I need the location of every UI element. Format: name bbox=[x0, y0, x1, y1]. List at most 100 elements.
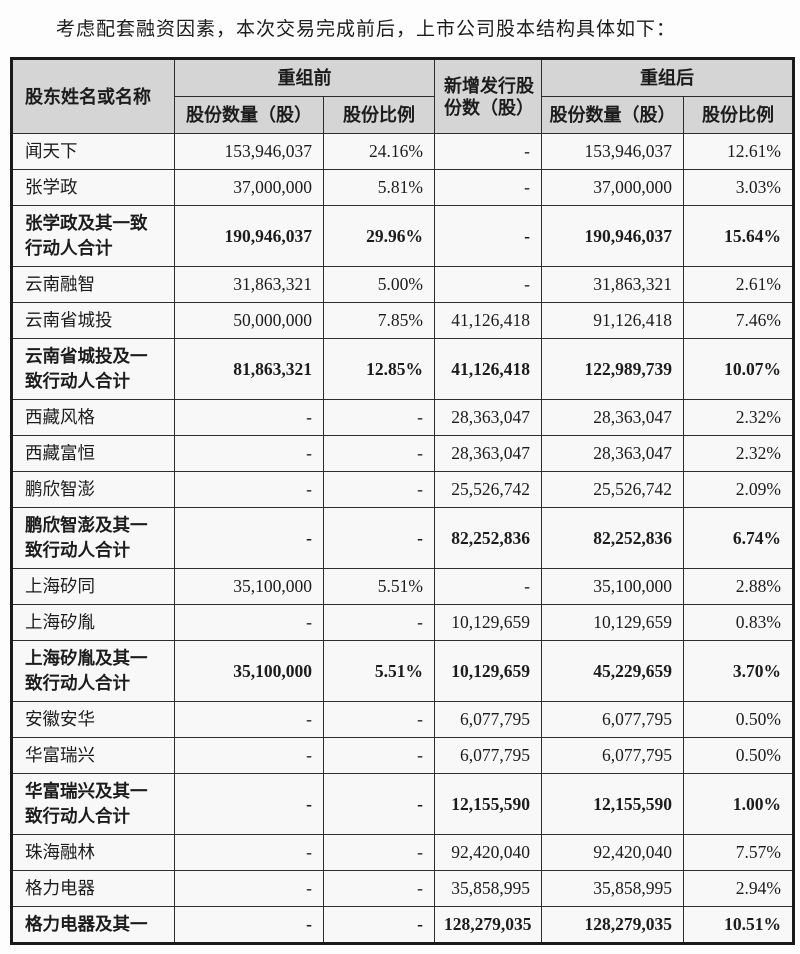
after-shares-cell: 122,989,739 bbox=[541, 338, 684, 400]
header-before-share-ratio: 股份比例 bbox=[323, 96, 435, 134]
before-shares-cell: - bbox=[174, 507, 324, 569]
before-ratio-cell: - bbox=[323, 737, 435, 774]
header-row-sub: 股份数量（股） 股份比例 股份数量（股） 股份比例 bbox=[12, 96, 794, 134]
header-before-reorg: 重组前 bbox=[174, 58, 435, 97]
before-ratio-cell: 24.16% bbox=[323, 133, 435, 170]
table-row: 格力电器 - -35,858,995 35,858,995 2.94% bbox=[11, 870, 794, 907]
new-shares-cell: 128,279,035 bbox=[434, 906, 542, 944]
after-shares-cell: 31,863,321 bbox=[541, 266, 684, 303]
shareholder-name-cell: 安徽安华 bbox=[11, 701, 175, 738]
table-row: 上海矽胤及其一 致行动人合计 35,100,000 5.51% 10,129,659 4… bbox=[11, 640, 794, 702]
share-structure-table: 股东姓名或名称 重组前 新增发行股 份数（股） 重组后 股份数量（股） 股份比例… bbox=[10, 57, 795, 945]
new-shares-cell: 6,077,795 bbox=[434, 737, 542, 774]
header-before-share-count: 股份数量（股） bbox=[174, 96, 324, 134]
after-shares-cell: 28,363,047 bbox=[541, 435, 684, 472]
shareholder-name-cell: 云南省城投 bbox=[11, 302, 175, 339]
after-shares-cell: 128,279,035 bbox=[541, 906, 684, 944]
before-shares-cell: 35,100,000 bbox=[174, 640, 324, 702]
after-shares-cell: 10,129,659 bbox=[541, 604, 684, 641]
shareholder-name-cell: 上海矽同 bbox=[11, 568, 175, 605]
new-shares-cell: 28,363,047 bbox=[434, 435, 542, 472]
shareholder-name-cell: 云南融智 bbox=[11, 266, 175, 303]
new-shares-cell: 25,526,742 bbox=[434, 471, 542, 508]
before-ratio-cell: - bbox=[323, 701, 435, 738]
after-ratio-cell: 7.57% bbox=[683, 834, 794, 871]
before-ratio-cell: - bbox=[323, 471, 435, 508]
new-shares-cell: - bbox=[434, 205, 542, 267]
before-shares-cell: 35,100,000 bbox=[174, 568, 324, 605]
table-row: 格力电器及其一 - -128,279,035 128,279,035 10.51% bbox=[11, 906, 794, 944]
before-shares-cell: 153,946,037 bbox=[174, 133, 324, 170]
table-row: 张学政 37,000,000 5.81% -37,000,000 3.03% bbox=[11, 169, 794, 206]
after-shares-cell: 12,155,590 bbox=[541, 773, 684, 835]
after-shares-cell: 6,077,795 bbox=[541, 737, 684, 774]
shareholder-name-cell: 闻天下 bbox=[11, 133, 175, 170]
shareholder-name-cell: 鹏欣智澎 bbox=[11, 471, 175, 508]
new-shares-cell: 28,363,047 bbox=[434, 399, 542, 436]
before-shares-cell: - bbox=[174, 399, 324, 436]
after-shares-cell: 37,000,000 bbox=[541, 169, 684, 206]
after-ratio-cell: 2.32% bbox=[683, 435, 794, 472]
after-ratio-cell: 10.07% bbox=[683, 338, 794, 400]
after-shares-cell: 35,100,000 bbox=[541, 568, 684, 605]
table-row: 西藏风格 - -28,363,047 28,363,047 2.32% bbox=[11, 399, 794, 436]
shareholder-name-cell: 珠海融林 bbox=[11, 834, 175, 871]
before-shares-cell: - bbox=[174, 773, 324, 835]
before-shares-cell: - bbox=[174, 604, 324, 641]
after-ratio-cell: 2.88% bbox=[683, 568, 794, 605]
after-ratio-cell: 1.00% bbox=[683, 773, 794, 835]
before-ratio-cell: 5.51% bbox=[323, 640, 435, 702]
table-row: 安徽安华 - -6,077,795 6,077,795 0.50% bbox=[11, 701, 794, 738]
intro-paragraph: 考虑配套融资因素，本次交易完成前后，上市公司股本结构具体如下： bbox=[56, 19, 677, 40]
after-shares-cell: 6,077,795 bbox=[541, 701, 684, 738]
shareholder-name-cell: 张学政及其一致 行动人合计 bbox=[11, 205, 175, 267]
header-shareholder-name: 股东姓名或名称 bbox=[11, 58, 175, 134]
table-row: 云南省城投 50,000,000 7.85% 41,126,418 91,126,418… bbox=[11, 302, 794, 339]
after-ratio-cell: 2.09% bbox=[683, 471, 794, 508]
shareholder-name-cell: 格力电器 bbox=[11, 870, 175, 907]
before-ratio-cell: 5.00% bbox=[323, 266, 435, 303]
after-ratio-cell: 6.74% bbox=[683, 507, 794, 569]
before-ratio-cell: 5.81% bbox=[323, 169, 435, 206]
before-ratio-cell: - bbox=[323, 834, 435, 871]
after-shares-cell: 190,946,037 bbox=[541, 205, 684, 267]
before-shares-cell: - bbox=[174, 737, 324, 774]
table-row: 上海矽同 35,100,000 5.51% -35,100,000 2.88% bbox=[11, 568, 794, 605]
table-row: 西藏富恒 - -28,363,047 28,363,047 2.32% bbox=[11, 435, 794, 472]
shareholder-name-cell: 华富瑞兴 bbox=[11, 737, 175, 774]
table-row: 鹏欣智澎及其一 致行动人合计 - -82,252,836 82,252,836 6.74… bbox=[11, 507, 794, 569]
before-ratio-cell: 7.85% bbox=[323, 302, 435, 339]
after-shares-cell: 45,229,659 bbox=[541, 640, 684, 702]
header-row-top: 股东姓名或名称 重组前 新增发行股 份数（股） 重组后 bbox=[11, 58, 794, 134]
shareholder-name-cell: 格力电器及其一 bbox=[11, 906, 175, 944]
shareholder-name-cell: 西藏富恒 bbox=[11, 435, 175, 472]
table-body: 闻天下 153,946,037 24.16% -153,946,037 12.61% 张学… bbox=[11, 133, 794, 944]
table-row: 云南省城投及一 致行动人合计 81,863,321 12.85% 41,126,418… bbox=[11, 338, 794, 400]
new-shares-cell: 92,420,040 bbox=[434, 834, 542, 871]
after-shares-cell: 153,946,037 bbox=[541, 133, 684, 170]
before-shares-cell: 50,000,000 bbox=[174, 302, 324, 339]
after-ratio-cell: 7.46% bbox=[683, 302, 794, 339]
new-shares-cell: - bbox=[434, 133, 542, 170]
header-after-reorg: 重组后 bbox=[541, 58, 794, 97]
before-ratio-cell: - bbox=[323, 604, 435, 641]
before-shares-cell: - bbox=[174, 834, 324, 871]
table-row: 闻天下 153,946,037 24.16% -153,946,037 12.61% bbox=[11, 133, 794, 170]
after-shares-cell: 35,858,995 bbox=[541, 870, 684, 907]
before-ratio-cell: - bbox=[323, 399, 435, 436]
table-row: 云南融智 31,863,321 5.00% -31,863,321 2.61% bbox=[11, 266, 794, 303]
before-ratio-cell: 12.85% bbox=[323, 338, 435, 400]
after-ratio-cell: 2.32% bbox=[683, 399, 794, 436]
after-ratio-cell: 0.83% bbox=[683, 604, 794, 641]
shareholder-name-cell: 云南省城投及一 致行动人合计 bbox=[11, 338, 175, 400]
before-shares-cell: - bbox=[174, 701, 324, 738]
after-shares-cell: 28,363,047 bbox=[541, 399, 684, 436]
before-shares-cell: - bbox=[174, 471, 324, 508]
new-shares-cell: 10,129,659 bbox=[434, 604, 542, 641]
after-shares-cell: 25,526,742 bbox=[541, 471, 684, 508]
after-shares-cell: 82,252,836 bbox=[541, 507, 684, 569]
before-ratio-cell: - bbox=[323, 507, 435, 569]
before-shares-cell: - bbox=[174, 906, 324, 944]
before-shares-cell: 37,000,000 bbox=[174, 169, 324, 206]
shareholder-name-cell: 上海矽胤 bbox=[11, 604, 175, 641]
